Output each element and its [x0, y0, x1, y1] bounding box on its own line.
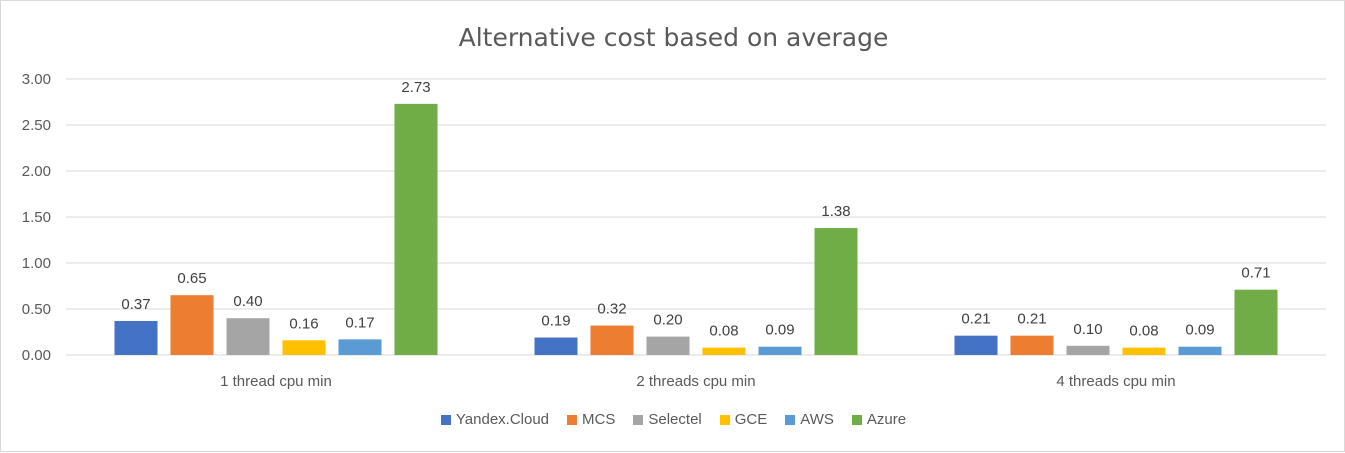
legend-swatch: [719, 414, 730, 425]
x-tick-label: 4 threads cpu min: [1056, 373, 1175, 390]
legend-swatch: [785, 414, 796, 425]
chart-title: Alternative cost based on average: [458, 23, 889, 52]
data-label: 0.10: [1073, 321, 1102, 338]
y-tick-label: 0.50: [22, 301, 51, 318]
legend-swatch: [440, 414, 451, 425]
data-label: 0.71: [1241, 265, 1270, 282]
data-label: 0.16: [289, 315, 318, 332]
bar-yandex-cloud: [114, 320, 158, 355]
data-label: 0.21: [961, 311, 990, 328]
bar-mcs: [170, 295, 214, 355]
bar-azure: [394, 103, 438, 355]
data-label: 0.65: [177, 270, 206, 287]
legend-label: Selectel: [648, 411, 702, 428]
legend-label: Azure: [866, 411, 907, 428]
legend-item: AWS: [785, 411, 834, 428]
data-label: 2.73: [401, 79, 430, 96]
legend-item: Azure: [851, 411, 907, 428]
data-label: 0.09: [1185, 322, 1214, 339]
bar-gce: [282, 340, 326, 355]
legend-label: Yandex.Cloud: [455, 411, 550, 428]
data-label: 0.20: [653, 312, 682, 329]
data-label: 0.40: [233, 293, 262, 310]
legend-label: AWS: [800, 411, 834, 428]
legend-item: Yandex.Cloud: [440, 411, 550, 428]
legend-swatch: [633, 414, 644, 425]
bar-selectel: [1066, 345, 1110, 355]
data-label: 0.37: [121, 296, 150, 313]
bar-mcs: [1010, 335, 1054, 355]
legend-item: MCS: [567, 411, 615, 428]
bar-gce: [1122, 347, 1166, 355]
bar-gce: [702, 347, 746, 355]
y-tick-label: 1.50: [22, 209, 51, 226]
bar-selectel: [646, 336, 690, 355]
y-tick-label: 2.00: [22, 163, 51, 180]
bar-yandex-cloud: [954, 335, 998, 355]
data-label: 0.09: [765, 322, 794, 339]
data-label: 0.21: [1017, 311, 1046, 328]
legend-item: GCE: [719, 411, 768, 428]
bar-azure: [1234, 289, 1278, 355]
legend-item: Selectel: [633, 411, 702, 428]
y-tick-label: 3.00: [22, 71, 51, 88]
data-label: 0.17: [345, 314, 374, 331]
bar-yandex-cloud: [534, 337, 578, 355]
bar-aws: [338, 339, 382, 355]
bar-aws: [758, 346, 802, 355]
bar-aws: [1178, 346, 1222, 355]
bar-azure: [814, 228, 858, 355]
legend-label: GCE: [734, 411, 768, 428]
data-label: 0.08: [1129, 323, 1158, 340]
chart-legend: Yandex.Cloud MCS Selectel GCE AWS Azure: [1, 411, 1345, 428]
legend-label: MCS: [582, 411, 616, 428]
data-label: 0.19: [541, 313, 570, 330]
x-tick-label: 2 threads cpu min: [636, 373, 755, 390]
y-tick-label: 1.00: [22, 255, 51, 272]
data-label: 1.38: [821, 203, 850, 220]
legend-swatch: [851, 414, 862, 425]
data-label: 0.08: [709, 323, 738, 340]
legend-swatch: [567, 414, 578, 425]
y-tick-label: 0.00: [22, 347, 51, 364]
data-label: 0.32: [597, 301, 626, 318]
y-tick-label: 2.50: [22, 117, 51, 134]
bar-mcs: [590, 325, 634, 355]
bar-selectel: [226, 318, 270, 355]
x-tick-label: 1 thread cpu min: [220, 373, 332, 390]
